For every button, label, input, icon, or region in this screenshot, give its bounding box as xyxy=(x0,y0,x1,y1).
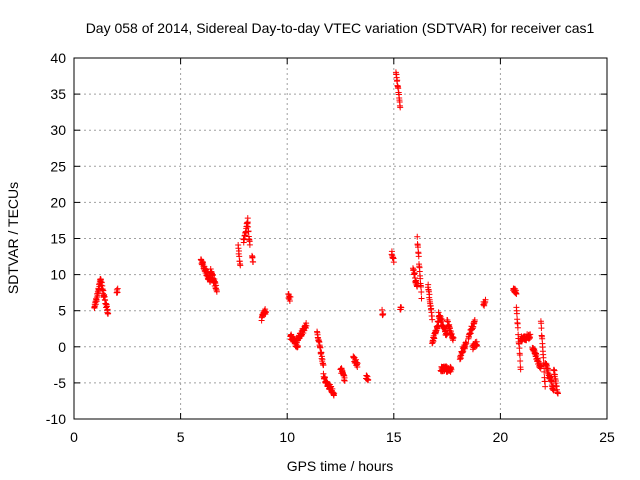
data-point xyxy=(390,259,397,266)
data-point xyxy=(426,291,433,298)
data-point xyxy=(418,283,425,290)
y-tick-label: 0 xyxy=(58,339,66,355)
y-tick-label: 15 xyxy=(50,231,66,247)
data-point xyxy=(321,374,328,381)
data-point xyxy=(250,258,257,265)
data-point xyxy=(105,310,112,317)
data-point xyxy=(430,338,437,345)
data-point xyxy=(540,354,547,361)
data-point xyxy=(471,317,478,324)
x-tick-label: 5 xyxy=(177,429,185,445)
x-tick-label: 0 xyxy=(70,429,78,445)
data-point xyxy=(415,244,422,251)
data-point xyxy=(317,344,324,351)
data-point xyxy=(294,343,301,350)
data-point xyxy=(213,288,220,295)
data-point xyxy=(303,322,310,329)
data-point xyxy=(473,342,480,349)
data-point xyxy=(431,335,438,342)
x-tick-label: 20 xyxy=(493,429,509,445)
data-point xyxy=(415,253,422,260)
data-point xyxy=(365,376,372,383)
data-point xyxy=(425,288,432,295)
x-tick-label: 10 xyxy=(279,429,295,445)
data-point xyxy=(100,287,107,294)
y-tick-label: 40 xyxy=(50,50,66,66)
data-point xyxy=(245,228,252,235)
y-tick-label: -5 xyxy=(54,375,67,391)
data-point xyxy=(450,334,457,341)
y-tick-label: 30 xyxy=(50,122,66,138)
data-point xyxy=(235,248,242,255)
data-point xyxy=(444,318,451,325)
data-point xyxy=(517,366,524,373)
data-point xyxy=(482,296,489,303)
data-point xyxy=(439,317,446,324)
chart-title: Day 058 of 2014, Sidereal Day-to-day VTE… xyxy=(86,20,595,36)
data-point xyxy=(551,367,558,374)
data-point xyxy=(418,295,425,302)
data-point xyxy=(552,378,559,385)
data-point xyxy=(235,245,242,252)
y-axis-label: SDTVAR / TECUs xyxy=(5,182,21,294)
data-point xyxy=(92,301,99,308)
axis-ticks: 0 5 10 15 20 25 -10 -5 0 5 10 15 20 25 30 35 40 xyxy=(46,50,615,445)
data-point xyxy=(318,349,325,356)
data-point xyxy=(414,233,421,240)
data-point xyxy=(331,390,338,397)
data-point xyxy=(542,383,549,390)
data-point xyxy=(538,325,545,332)
data-point xyxy=(537,363,544,370)
y-tick-label: 20 xyxy=(50,194,66,210)
data-point xyxy=(354,360,361,367)
data-point xyxy=(513,290,520,297)
data-point xyxy=(513,310,520,317)
y-tick-label: 25 xyxy=(50,158,66,174)
data-point xyxy=(429,316,436,323)
data-point xyxy=(517,357,524,364)
x-tick-label: 15 xyxy=(386,429,402,445)
x-axis-label: GPS time / hours xyxy=(287,458,394,474)
data-point xyxy=(246,241,253,248)
y-tick-label: 5 xyxy=(58,303,66,319)
data-point xyxy=(237,262,244,269)
data-point xyxy=(514,324,521,331)
y-tick-label: -10 xyxy=(46,411,66,427)
data-point xyxy=(527,331,534,338)
data-point xyxy=(262,309,269,316)
data-point xyxy=(554,390,561,397)
data-point xyxy=(380,310,387,317)
y-tick-label: 10 xyxy=(50,267,66,283)
data-point xyxy=(353,356,360,363)
data-point xyxy=(541,378,548,385)
data-point xyxy=(394,77,401,84)
data-point xyxy=(397,104,404,111)
data-point xyxy=(98,279,105,286)
data-points xyxy=(91,69,561,399)
data-point xyxy=(463,340,470,347)
data-point xyxy=(516,345,523,352)
y-tick-label: 35 xyxy=(50,86,66,102)
data-point xyxy=(320,361,327,368)
data-point xyxy=(114,285,121,292)
data-point xyxy=(516,352,523,359)
data-point xyxy=(448,366,455,373)
x-tick-label: 25 xyxy=(599,429,615,445)
grid xyxy=(74,58,607,419)
data-point xyxy=(340,371,347,378)
data-point xyxy=(550,387,557,394)
data-point xyxy=(341,377,348,384)
data-point xyxy=(287,294,294,301)
data-point xyxy=(398,304,405,311)
data-point xyxy=(418,289,425,296)
